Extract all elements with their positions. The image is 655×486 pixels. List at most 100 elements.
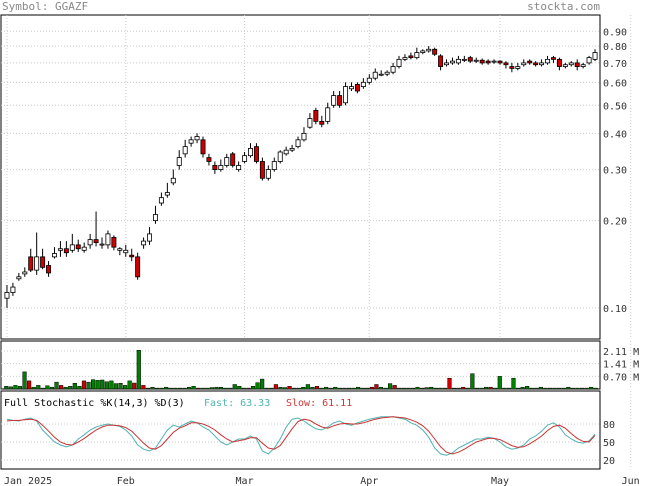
volume-bar [260, 378, 265, 390]
volume-bar [515, 387, 521, 390]
volume-tick-label: 2.11 M [603, 347, 639, 358]
volume-bar [59, 385, 64, 390]
candle [188, 136, 194, 147]
price-tick-label: 0.90 [603, 27, 627, 38]
candle [372, 68, 378, 81]
volume-bar [479, 387, 484, 390]
candle [176, 150, 182, 170]
volume-bar [429, 386, 434, 390]
volume-bar [22, 371, 27, 390]
volume-bar [8, 386, 13, 390]
volume-bar [502, 387, 507, 390]
candle [539, 59, 545, 67]
volume-bar [191, 386, 196, 390]
volume-bar [342, 387, 347, 390]
volume-tick-label: 0.70 M [603, 372, 639, 383]
volume-bar [369, 386, 374, 390]
candle [259, 157, 265, 181]
stochastic-tick-label: 20 [603, 456, 615, 467]
fast-line [6, 416, 596, 456]
volume-bar [36, 385, 41, 390]
candle [390, 62, 396, 75]
candle [491, 59, 497, 64]
volume-bar [383, 387, 388, 390]
volume-bar [159, 387, 164, 390]
volume-bar [543, 387, 548, 390]
candle [182, 139, 188, 158]
volume-bar [301, 386, 306, 390]
candle [349, 82, 354, 92]
volume-bar [168, 387, 173, 390]
volume-bar [150, 386, 155, 390]
price-tick-label: 0.30 [603, 166, 627, 177]
candle [75, 239, 81, 252]
volume-bar [255, 382, 260, 390]
candle [307, 113, 313, 129]
volume-bar [461, 386, 466, 390]
volume-bar [497, 376, 502, 390]
volume-bar [438, 387, 443, 390]
volume-bar [4, 386, 9, 390]
price-tick-label: 0.40 [603, 129, 627, 140]
volume-bar [287, 386, 292, 390]
volume-bar [154, 387, 160, 390]
candle [111, 235, 117, 251]
candle [319, 115, 325, 128]
x-tick-label: Apr [360, 476, 378, 486]
candle [99, 237, 105, 249]
candle [354, 82, 360, 94]
candle [248, 143, 253, 158]
volume-bar [470, 373, 475, 390]
volume-bar [593, 387, 598, 390]
candle [337, 91, 343, 108]
candle [485, 59, 491, 65]
volume-bar [584, 387, 589, 390]
volume-bar [45, 385, 50, 390]
volume-bar [557, 387, 562, 390]
fast-label: Fast: 63.33 [204, 398, 270, 409]
volume-bar [241, 387, 246, 390]
volume-bar [127, 380, 132, 390]
volume-bar [351, 387, 356, 390]
volume-bar [68, 386, 73, 390]
candle [10, 282, 16, 296]
candle [52, 247, 57, 259]
volume-bar [465, 387, 470, 390]
volume-bar [278, 386, 283, 390]
volume-bar [374, 384, 379, 390]
price-tick-label: 0.10 [603, 304, 627, 315]
volume-bar [118, 382, 123, 390]
x-tick-label: Feb [117, 476, 135, 486]
volume-bar [552, 387, 557, 390]
candle [283, 146, 289, 156]
candle [87, 233, 93, 249]
volume-bar [246, 387, 251, 390]
candle [117, 247, 123, 256]
candle [432, 47, 438, 56]
volume-bar [442, 387, 448, 390]
volume-bar [566, 386, 571, 390]
stochastic-tick-label: 50 [603, 438, 615, 449]
candle [378, 70, 384, 77]
volume-bar [292, 387, 297, 390]
candle [152, 205, 158, 224]
volume-bar [388, 383, 393, 390]
candle [230, 151, 236, 168]
candle [527, 59, 533, 65]
volume-bar [420, 387, 425, 390]
volume-bar [433, 387, 438, 390]
volume-bar [100, 379, 105, 390]
candle [46, 261, 52, 277]
volume-bar [200, 387, 205, 390]
candle [301, 127, 307, 142]
volume-bar [538, 386, 543, 390]
candle [141, 237, 147, 249]
candle [271, 157, 277, 172]
candle [34, 232, 40, 275]
candle [545, 55, 550, 65]
candle [473, 57, 479, 63]
candle [396, 55, 402, 69]
candle [509, 62, 515, 73]
volume-bar [415, 386, 420, 390]
